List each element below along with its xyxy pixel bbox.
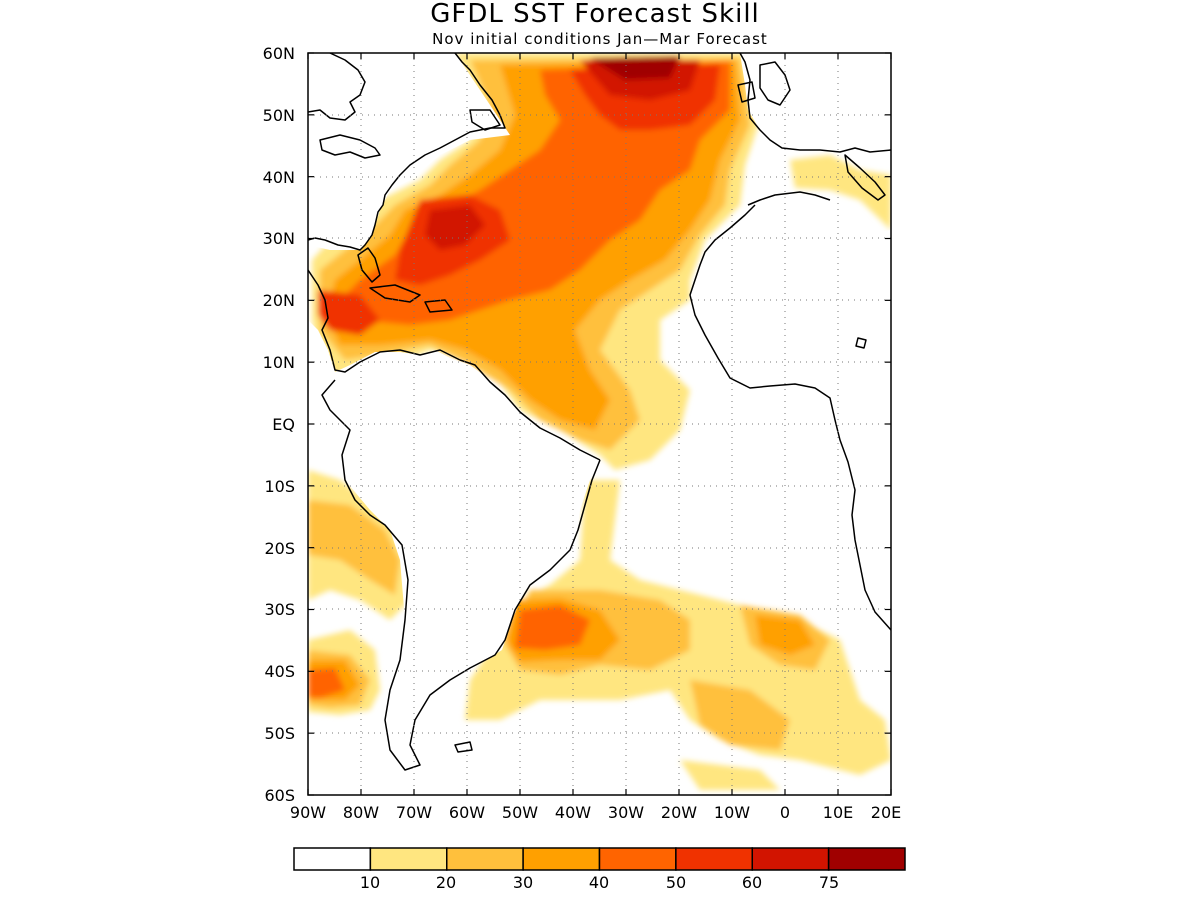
colorbar-swatch [446,847,524,871]
axis-ticks [307,52,892,796]
europe-coastline [739,53,891,153]
lon-axis: 90W 80W 70W 60W 50W 40W 30W 20W 10W 0 10… [290,803,901,822]
skill-field [308,53,891,790]
lon-tick-label: 30W [608,803,644,822]
skill-region-southwest-pacific [308,668,345,698]
cuba-coastline [369,284,421,303]
colorbar-swatch [293,847,372,871]
skill-region-southeast-pacific [308,500,400,595]
central-america-land [308,320,600,770]
colorbar-labels: 10 20 30 40 50 60 75 [360,873,839,892]
lat-tick-label: 10N [263,353,295,372]
lat-axis: 60N 50N 40N 30N 20N 10N EQ 10S 20S 30S 4… [263,44,295,805]
lat-tick-label: 50N [263,106,295,125]
skill-region-caribbean [318,290,380,335]
lon-tick-label: 70W [396,803,432,822]
colorbar [293,847,906,871]
colorbar-swatch [598,847,677,871]
africa-coastline [689,204,891,631]
colorbar-swatch [751,847,830,871]
lat-tick-label: 30S [264,600,295,619]
south-america-coastline [321,379,601,771]
chart-title: GFDL SST Forecast Skill [430,0,760,29]
lat-tick-label: EQ [272,415,295,434]
florida-coastline [357,247,381,283]
colorbar-swatch [675,847,753,871]
skill-region-south-atlantic [515,605,590,650]
lat-tick-label: 20S [264,539,295,558]
central-america-coastline [308,269,601,461]
lon-tick-label: 50W [502,803,538,822]
north-america-coastline [308,53,506,251]
gridlines [308,53,891,795]
colorbar-label: 75 [819,873,839,892]
lon-tick-label: 90W [290,803,326,822]
europe-land [740,53,891,150]
lon-tick-label: 20E [871,803,901,822]
colorbar-label: 50 [666,873,686,892]
lon-tick-label: 10W [714,803,750,822]
africa-land [690,205,891,630]
lat-tick-label: 50S [264,724,295,743]
skill-region-far-south [680,760,780,790]
british-isles-coastline [759,61,791,106]
lat-tick-label: 60S [264,786,295,805]
chart-subtitle: Nov initial conditions Jan—Mar Forecast [432,30,768,48]
colorbar-swatch [369,847,448,871]
italy-coastline [844,154,886,201]
hispaniola-coastline [424,299,453,313]
falklands-coastline [454,741,473,753]
ireland-coastline [737,81,756,103]
newfoundland-coastline [469,109,501,131]
lon-tick-label: 20W [661,803,697,822]
lat-tick-label: 10S [264,477,295,496]
skill-region-north-atlantic-central [425,205,485,250]
colorbar-label: 40 [589,873,609,892]
colorbar-label: 60 [742,873,762,892]
great-lakes-coastline [319,134,381,159]
lat-tick-label: 30N [263,229,295,248]
lon-tick-label: 10E [823,803,853,822]
madagascar-coastline [855,337,867,349]
colorbar-label: 30 [513,873,533,892]
lat-tick-label: 20N [263,291,295,310]
colorbar-label: 10 [360,873,380,892]
colorbar-swatch [827,847,906,871]
lon-tick-label: 80W [343,803,379,822]
colorbar-swatch [522,847,601,871]
lon-tick-label: 0 [780,803,790,822]
skill-region-north-atlantic [590,56,680,80]
lat-tick-label: 60N [263,44,295,63]
lat-tick-label: 40S [264,662,295,681]
north-america-land [308,53,510,250]
lat-tick-label: 40N [263,168,295,187]
colorbar-label: 20 [436,873,456,892]
lon-tick-label: 60W [449,803,485,822]
iberia-coastline [747,191,831,206]
lon-tick-label: 40W [555,803,591,822]
